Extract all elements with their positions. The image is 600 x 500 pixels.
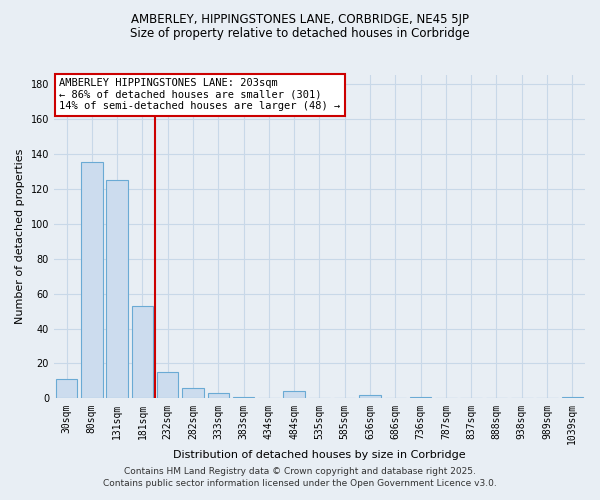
Bar bbox=[81, 162, 103, 398]
Bar bbox=[359, 395, 381, 398]
Y-axis label: Number of detached properties: Number of detached properties bbox=[15, 149, 25, 324]
Bar bbox=[562, 396, 583, 398]
Bar bbox=[56, 379, 77, 398]
Bar bbox=[283, 392, 305, 398]
Bar bbox=[106, 180, 128, 398]
Bar bbox=[131, 306, 153, 398]
Text: Contains HM Land Registry data © Crown copyright and database right 2025.
Contai: Contains HM Land Registry data © Crown c… bbox=[103, 466, 497, 487]
Text: Size of property relative to detached houses in Corbridge: Size of property relative to detached ho… bbox=[130, 28, 470, 40]
Bar bbox=[182, 388, 204, 398]
Text: AMBERLEY, HIPPINGSTONES LANE, CORBRIDGE, NE45 5JP: AMBERLEY, HIPPINGSTONES LANE, CORBRIDGE,… bbox=[131, 12, 469, 26]
Bar bbox=[410, 396, 431, 398]
X-axis label: Distribution of detached houses by size in Corbridge: Distribution of detached houses by size … bbox=[173, 450, 466, 460]
Bar bbox=[157, 372, 178, 398]
Bar bbox=[233, 396, 254, 398]
Text: AMBERLEY HIPPINGSTONES LANE: 203sqm
← 86% of detached houses are smaller (301)
1: AMBERLEY HIPPINGSTONES LANE: 203sqm ← 86… bbox=[59, 78, 340, 112]
Bar bbox=[208, 393, 229, 398]
